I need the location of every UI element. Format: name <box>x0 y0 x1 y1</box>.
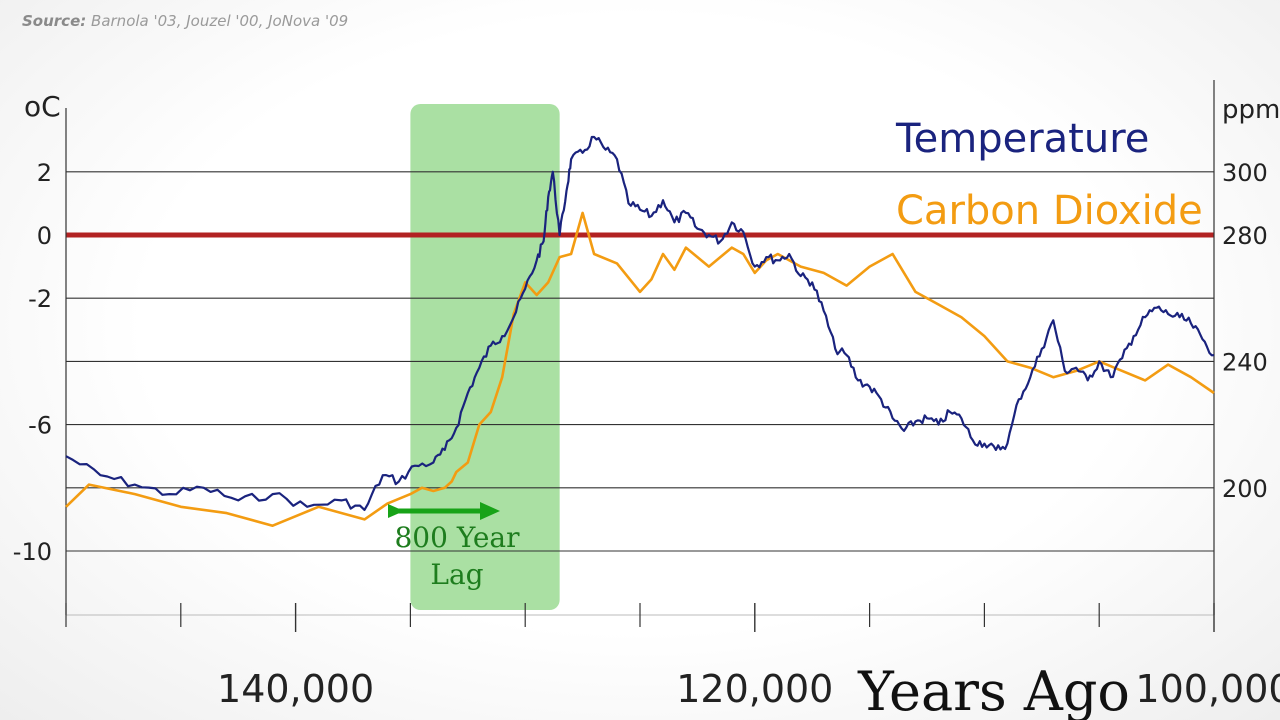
source-citation: Source: Barnola '03, Jouzel '00, JoNova … <box>22 12 348 30</box>
right-y-tick-label: 240 <box>1222 348 1268 376</box>
arrow-tail <box>388 504 404 518</box>
series-line-temperature <box>65 135 1215 511</box>
left-y-tick-label: 2 <box>37 159 52 187</box>
legend-entry-temperature: Temperature <box>895 116 1149 162</box>
source-text: Barnola '03, Jouzel '00, JoNova '09 <box>91 12 349 30</box>
left-y-tick-label: -10 <box>13 538 52 566</box>
lag-label-line1: 800 Year <box>394 521 520 554</box>
series-line-carbon-dioxide <box>65 211 1215 527</box>
x-tick-label: 140,000 <box>217 667 374 711</box>
left-y-tick-label: -2 <box>28 285 52 313</box>
left-y-tick-label: 0 <box>37 222 52 250</box>
right-y-tick-labels: 300 280 240 200 <box>1222 159 1268 503</box>
left-axis-unit: oC <box>24 90 61 123</box>
x-tick-label: 100,000 <box>1135 667 1280 711</box>
x-axis-label: Years Ago <box>857 660 1130 720</box>
lag-label-line2: Lag <box>430 558 483 591</box>
legend-entry-carbon-dioxide: Carbon Dioxide <box>896 188 1203 234</box>
left-y-tick-label: -6 <box>28 412 52 440</box>
right-y-tick-label: 300 <box>1222 159 1268 187</box>
arrow-head <box>480 502 500 520</box>
left-y-tick-labels: 2 0 -2 -6 -10 <box>13 159 52 566</box>
right-y-tick-label: 280 <box>1222 222 1268 250</box>
source-label: Source: <box>22 12 87 30</box>
lag-arrow <box>388 502 500 520</box>
x-tick-label: 120,000 <box>676 667 833 711</box>
right-axis-unit: ppm <box>1222 95 1280 125</box>
x-ticks: 140,000 120,000 100,000 <box>65 603 1280 711</box>
right-y-tick-label: 200 <box>1222 475 1268 503</box>
